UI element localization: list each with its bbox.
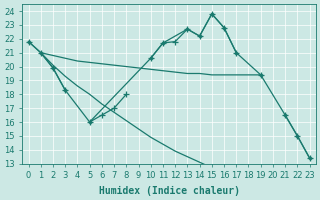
X-axis label: Humidex (Indice chaleur): Humidex (Indice chaleur) [99,186,240,196]
